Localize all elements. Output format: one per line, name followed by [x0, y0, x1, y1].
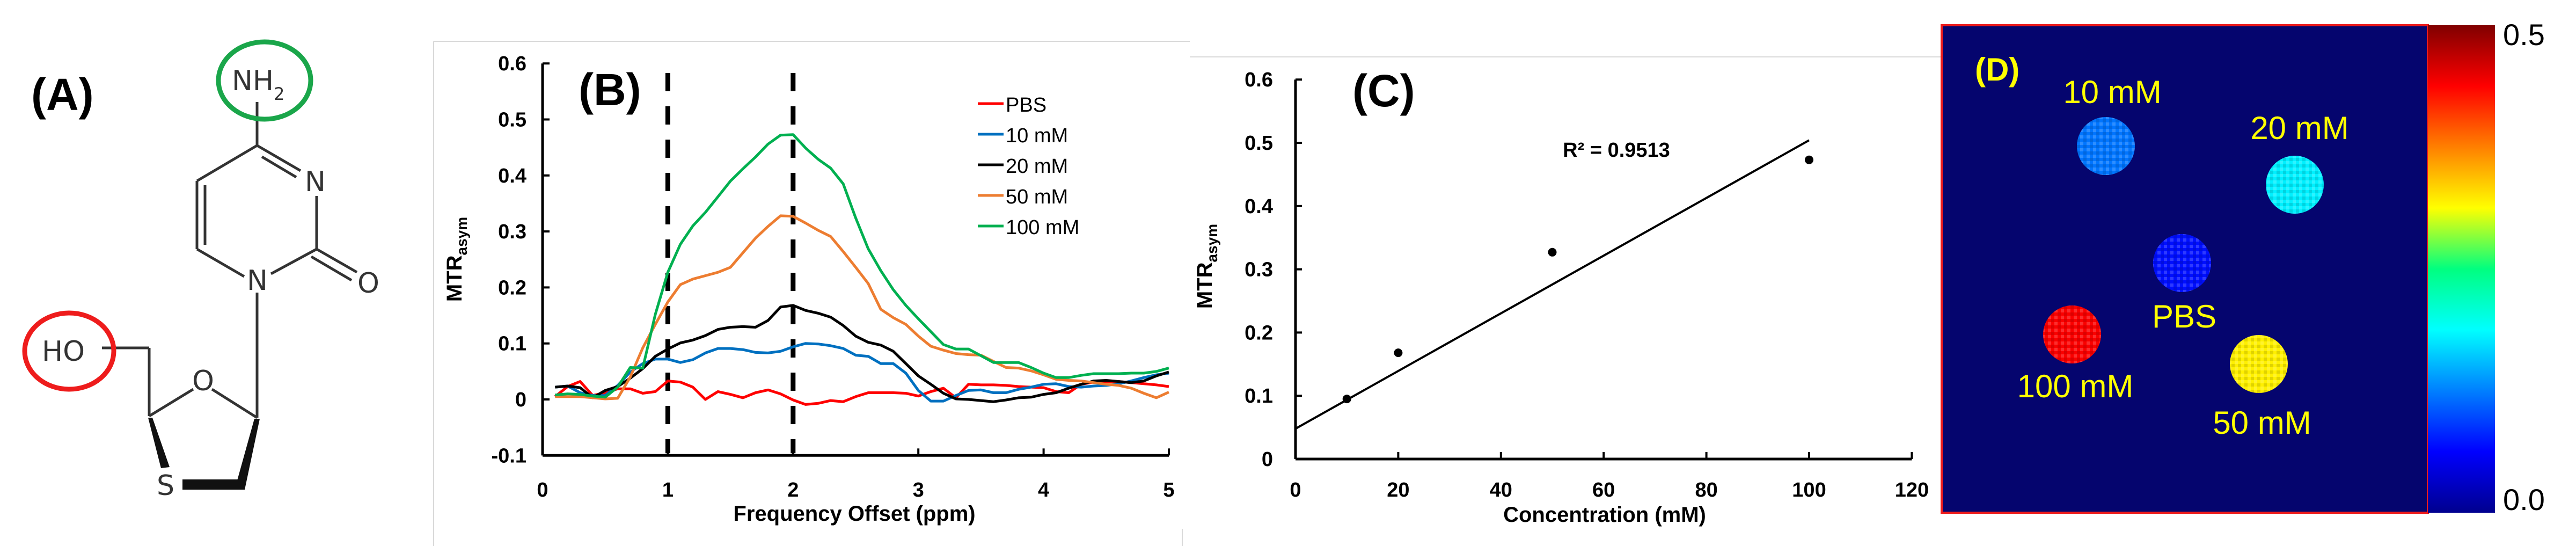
phantom-spot-texture [2153, 234, 2211, 292]
spot-label-10mm: 10 mM [2063, 74, 2161, 110]
hydroxyl-highlight-circle [22, 310, 116, 392]
spot-label-pbs: PBS [2152, 299, 2216, 334]
legend: PBS 10 mM 20 mM 50 mM 100 mM [978, 94, 1079, 239]
x-tick-label: 60 [1592, 479, 1615, 501]
y-axis-title: MTRasym [443, 217, 470, 302]
data-point [1394, 348, 1403, 358]
x-tick-label: 5 [1163, 479, 1174, 501]
y-tick-label: 0.1 [498, 333, 526, 355]
atom-n1: N [247, 265, 268, 297]
x-tick-label: 4 [1038, 479, 1049, 501]
y-tick-label: 0.2 [1245, 322, 1273, 344]
legend-label: 10 mM [1006, 125, 1068, 147]
data-point [1548, 247, 1557, 257]
panel-c-scatter-chart: (C) 0 0.1 0.2 0.3 0.4 0.5 0.6 0 20 40 60 80 100 120 R… [1193, 65, 1929, 527]
y-tick-label: 0.6 [1245, 69, 1273, 91]
axes: 0 0.1 0.2 0.3 0.4 0.5 0.6 0 20 40 60 80 100 120 [1245, 69, 1929, 501]
panel-d-label: (D) [1975, 52, 2019, 88]
phantom-spot-texture [2043, 305, 2101, 363]
wedge-bond [148, 418, 170, 468]
hydroxyl-group: HO [42, 336, 85, 368]
atom-n3: N [305, 166, 326, 198]
series-line-pbs [554, 380, 1169, 406]
x-tick-label: 1 [662, 479, 674, 501]
y-tick-label: 0.5 [1245, 132, 1273, 155]
y-tick-label: 0.3 [498, 221, 526, 243]
series-line-100mm [555, 133, 1169, 399]
atom-carbonyl-o: O [357, 267, 379, 300]
amine-highlight-circle [216, 39, 313, 122]
wedge-bond [236, 419, 260, 490]
series-line-10mm [555, 342, 1169, 403]
x-tick-label: 3 [913, 479, 924, 501]
linear-trendline [1295, 139, 1810, 430]
panel-a-label: (A) [31, 69, 94, 120]
atom-ring-o: O [192, 365, 214, 397]
reference-lines [665, 73, 796, 454]
data-marks [1295, 139, 1813, 430]
colorbar [2428, 25, 2495, 513]
y-tick-label: 0.4 [498, 165, 526, 187]
y-tick-label: 0 [515, 389, 526, 411]
panel-a-structure: (A) NH2 N N O O HO S [22, 39, 379, 502]
panel-b-line-chart: (B) -0.1 0 0.1 0.2 0.3 0.4 0.5 0.6 0 1 2 3 4 5 Freque… [443, 53, 1175, 526]
panel-d-cest-map: (D) 10 mM 20 mM PBS 100 mM 50 mM 0.5 0.0 [1941, 18, 2545, 516]
x-axis-title: Concentration (mM) [1503, 503, 1706, 527]
y-tick-label: 0.3 [1245, 259, 1273, 281]
x-tick-label: 120 [1895, 479, 1929, 501]
x-tick-label: 0 [537, 479, 548, 501]
data-point [1805, 155, 1813, 164]
spot-label-100mm: 100 mM [2017, 368, 2134, 404]
phantom-spot-texture [2077, 117, 2135, 175]
y-tick-label: 0.6 [498, 53, 526, 75]
x-tick-label: 0 [1290, 479, 1301, 501]
x-axis-title: Frequency Offset (ppm) [733, 502, 975, 526]
colorbar-min-label: 0.0 [2503, 483, 2545, 516]
data-point [1342, 395, 1351, 404]
x-tick-label: 40 [1490, 479, 1512, 501]
y-tick-label: 0.4 [1245, 195, 1273, 218]
amine-group: NH2 [232, 65, 284, 104]
series-line-20mm [555, 304, 1169, 403]
y-tick-label: 0.2 [498, 276, 526, 299]
colorbar-max-label: 0.5 [2503, 18, 2545, 52]
y-axis-title: MTRasym [1193, 224, 1220, 309]
bond-lines [102, 102, 358, 419]
phantom-spots [2043, 117, 2324, 393]
legend-label: PBS [1006, 94, 1046, 117]
legend-label: 50 mM [1006, 186, 1068, 208]
panel-b-label: (B) [579, 64, 641, 115]
x-tick-label: 20 [1387, 479, 1409, 501]
wedge-bond [182, 479, 245, 490]
panel-c-label: (C) [1352, 65, 1415, 116]
spot-label-50mm: 50 mM [2213, 405, 2311, 441]
y-tick-label: 0 [1262, 448, 1273, 471]
legend-label: 100 mM [1006, 216, 1079, 239]
y-tick-label: 0.5 [498, 109, 526, 132]
series-lines [554, 133, 1170, 406]
atom-sulfur: S [157, 470, 174, 502]
y-tick-label: -0.1 [492, 445, 526, 467]
panel-frames [433, 41, 1942, 546]
x-tick-label: 2 [787, 479, 799, 501]
legend-label: 20 mM [1006, 155, 1068, 178]
spot-label-20mm: 20 mM [2250, 110, 2348, 146]
r-squared-annotation: R² = 0.9513 [1563, 139, 1670, 162]
axes: -0.1 0 0.1 0.2 0.3 0.4 0.5 0.6 0 1 2 3 4 5 [492, 53, 1175, 501]
series-line-50mm [555, 214, 1170, 401]
x-tick-label: 80 [1695, 479, 1717, 501]
phantom-spot-texture [2230, 335, 2288, 393]
y-tick-label: 0.1 [1245, 385, 1273, 407]
phantom-spot-texture [2266, 156, 2324, 214]
x-tick-label: 100 [1792, 479, 1826, 501]
